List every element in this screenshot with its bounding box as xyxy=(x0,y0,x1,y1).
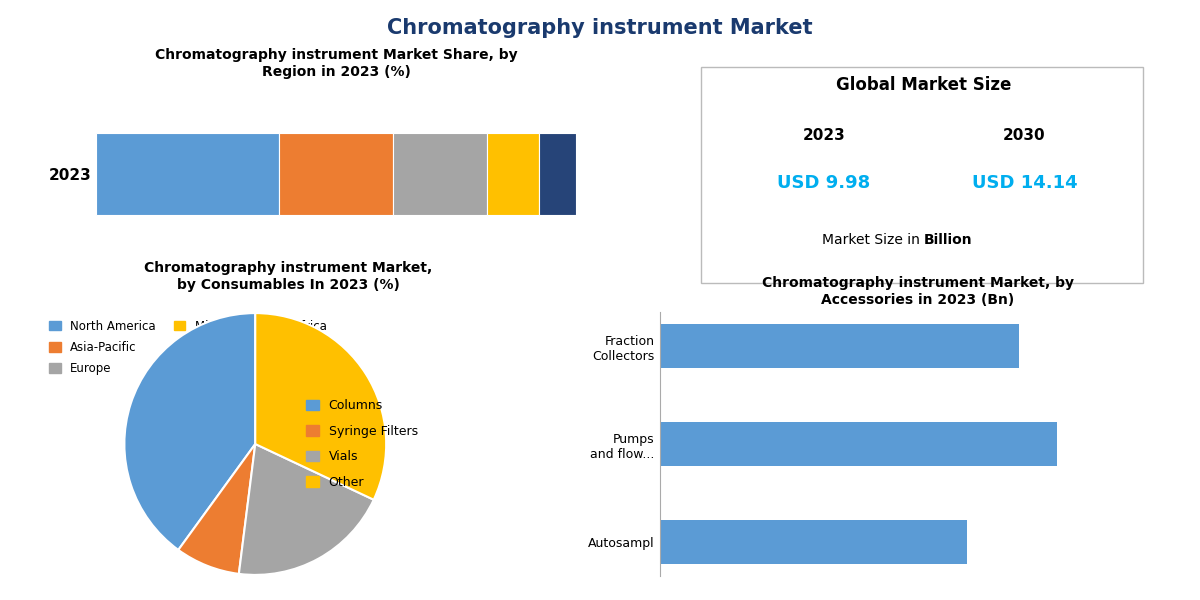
Wedge shape xyxy=(125,313,256,550)
Bar xyxy=(394,133,487,215)
Wedge shape xyxy=(239,444,373,575)
Text: Chromatography instrument Market: Chromatography instrument Market xyxy=(388,18,812,38)
Bar xyxy=(487,133,540,215)
Title: Chromatography instrument Market, by
Accessories in 2023 (Bn): Chromatography instrument Market, by Acc… xyxy=(762,277,1074,307)
Title: Chromatography instrument Market Share, by
Region in 2023 (%): Chromatography instrument Market Share, … xyxy=(155,49,517,79)
Text: Market Size in: Market Size in xyxy=(822,233,924,247)
Text: USD 14.14: USD 14.14 xyxy=(972,174,1078,192)
Text: Billion: Billion xyxy=(924,233,973,247)
Wedge shape xyxy=(179,444,256,574)
Wedge shape xyxy=(256,313,386,500)
Bar xyxy=(96,133,278,215)
Title: Chromatography instrument Market,
by Consumables In 2023 (%): Chromatography instrument Market, by Con… xyxy=(144,262,432,292)
Legend: Columns, Syringe Filters, Vials, Other: Columns, Syringe Filters, Vials, Other xyxy=(301,394,422,494)
Legend: North America, Asia-Pacific, Europe, Middle East and Africa, South America: North America, Asia-Pacific, Europe, Mid… xyxy=(44,315,331,380)
Bar xyxy=(660,520,967,564)
Bar xyxy=(660,422,1057,466)
Bar xyxy=(540,133,576,215)
Text: 2030: 2030 xyxy=(1003,128,1045,143)
Text: 2023: 2023 xyxy=(803,128,845,143)
Bar xyxy=(660,324,1019,368)
Text: Global Market Size: Global Market Size xyxy=(836,76,1012,94)
FancyBboxPatch shape xyxy=(701,67,1142,283)
Bar xyxy=(278,133,394,215)
Text: USD 9.98: USD 9.98 xyxy=(778,174,870,192)
